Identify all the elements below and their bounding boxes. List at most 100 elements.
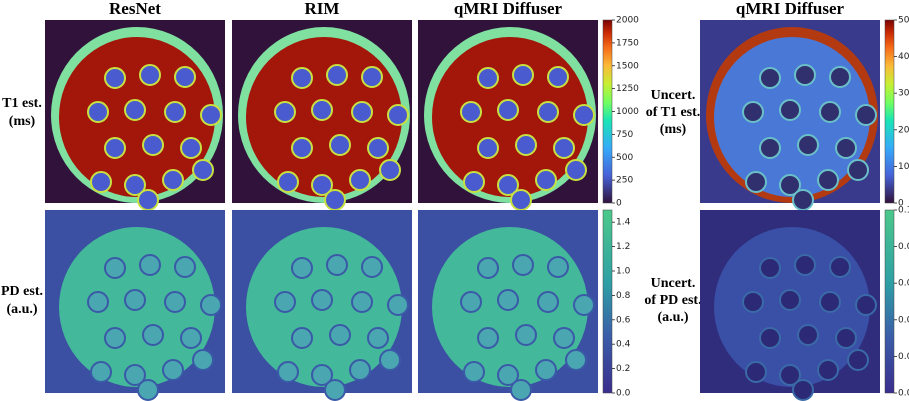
vial [554, 138, 574, 158]
vial [511, 380, 531, 400]
vial [292, 138, 312, 158]
tick-label: 300 [898, 89, 909, 99]
vial [138, 380, 158, 400]
vial [511, 190, 531, 210]
vial [830, 257, 850, 277]
tick-label: 0.08 [898, 242, 909, 252]
tick-label: 1500 [616, 61, 639, 71]
vial [795, 255, 815, 275]
image-panel [700, 20, 880, 210]
vial [464, 172, 484, 192]
vial [478, 138, 498, 158]
vial [798, 135, 818, 155]
vial [780, 290, 800, 310]
vial [554, 328, 574, 348]
vial [516, 325, 536, 345]
vial [201, 105, 221, 125]
vial [836, 328, 856, 348]
tick-label: 1250 [616, 84, 639, 94]
vial [350, 360, 370, 380]
image-panel [418, 20, 598, 210]
vial [538, 292, 558, 312]
vial [368, 138, 388, 158]
tick-label: 2000 [616, 16, 639, 26]
vial [330, 325, 350, 345]
tick-label: 200 [898, 125, 909, 135]
vial [380, 160, 400, 180]
vial [125, 100, 145, 120]
row-label: (a.u.) [657, 310, 688, 325]
vial [201, 295, 221, 315]
vial [380, 350, 400, 370]
vial [175, 257, 195, 277]
vial [312, 290, 332, 310]
vial [330, 135, 350, 155]
row-label: of PD est. [644, 293, 701, 308]
vial [536, 170, 556, 190]
tick-label: 0.00 [898, 389, 909, 399]
vial [498, 290, 518, 310]
vial [513, 65, 533, 85]
vial [848, 160, 868, 180]
tick-label: 1750 [616, 38, 639, 48]
image-panel [700, 210, 880, 400]
vial [105, 68, 125, 88]
tick-label: 100 [898, 162, 909, 172]
vial [743, 292, 763, 312]
vial [830, 67, 850, 87]
vial [278, 362, 298, 382]
vial [760, 138, 780, 158]
vial [538, 102, 558, 122]
header: ResNet RIM qMRI Diffuser qMRI Diffuser [109, 0, 844, 18]
vial [163, 170, 183, 190]
tick-label: 250 [616, 176, 633, 186]
vial [105, 328, 125, 348]
figure: ResNet RIM qMRI Diffuser qMRI Diffuser T… [0, 0, 909, 401]
vial [165, 292, 185, 312]
vial [574, 105, 594, 125]
tick-label: 750 [616, 130, 633, 140]
colorbar [885, 210, 894, 393]
vial [461, 292, 481, 312]
vial [327, 65, 347, 85]
vial [88, 292, 108, 312]
vial [91, 172, 111, 192]
vial [140, 255, 160, 275]
row-label: of T1 est. [646, 105, 701, 120]
tick-label: 500 [898, 16, 909, 26]
image-panel [45, 210, 225, 400]
vial [746, 172, 766, 192]
row-label: Uncert. [651, 88, 696, 103]
vial [820, 292, 840, 312]
tick-label: 0.10 [898, 206, 909, 216]
vial [350, 170, 370, 190]
column-title: qMRI Diffuser [454, 0, 563, 18]
vial [292, 328, 312, 348]
vial [88, 102, 108, 122]
vial [498, 100, 518, 120]
vial [548, 257, 568, 277]
vial [138, 190, 158, 210]
vial [352, 292, 372, 312]
vial [193, 160, 213, 180]
vial [516, 135, 536, 155]
vial [548, 67, 568, 87]
vial [793, 190, 813, 210]
vial [795, 65, 815, 85]
vial [163, 360, 183, 380]
row-label: Uncert. [651, 276, 696, 291]
vial [325, 190, 345, 210]
tick-label: 500 [616, 153, 633, 163]
vial [478, 68, 498, 88]
vial [798, 325, 818, 345]
vial [175, 67, 195, 87]
vial [836, 138, 856, 158]
colorbar [885, 20, 894, 203]
tick-label: 0.06 [898, 279, 909, 289]
vial [275, 292, 295, 312]
row-label: (ms) [660, 122, 687, 137]
vial [388, 105, 408, 125]
vial [193, 350, 213, 370]
tick-label: 0.0 [616, 389, 631, 399]
image-panel [232, 210, 412, 400]
